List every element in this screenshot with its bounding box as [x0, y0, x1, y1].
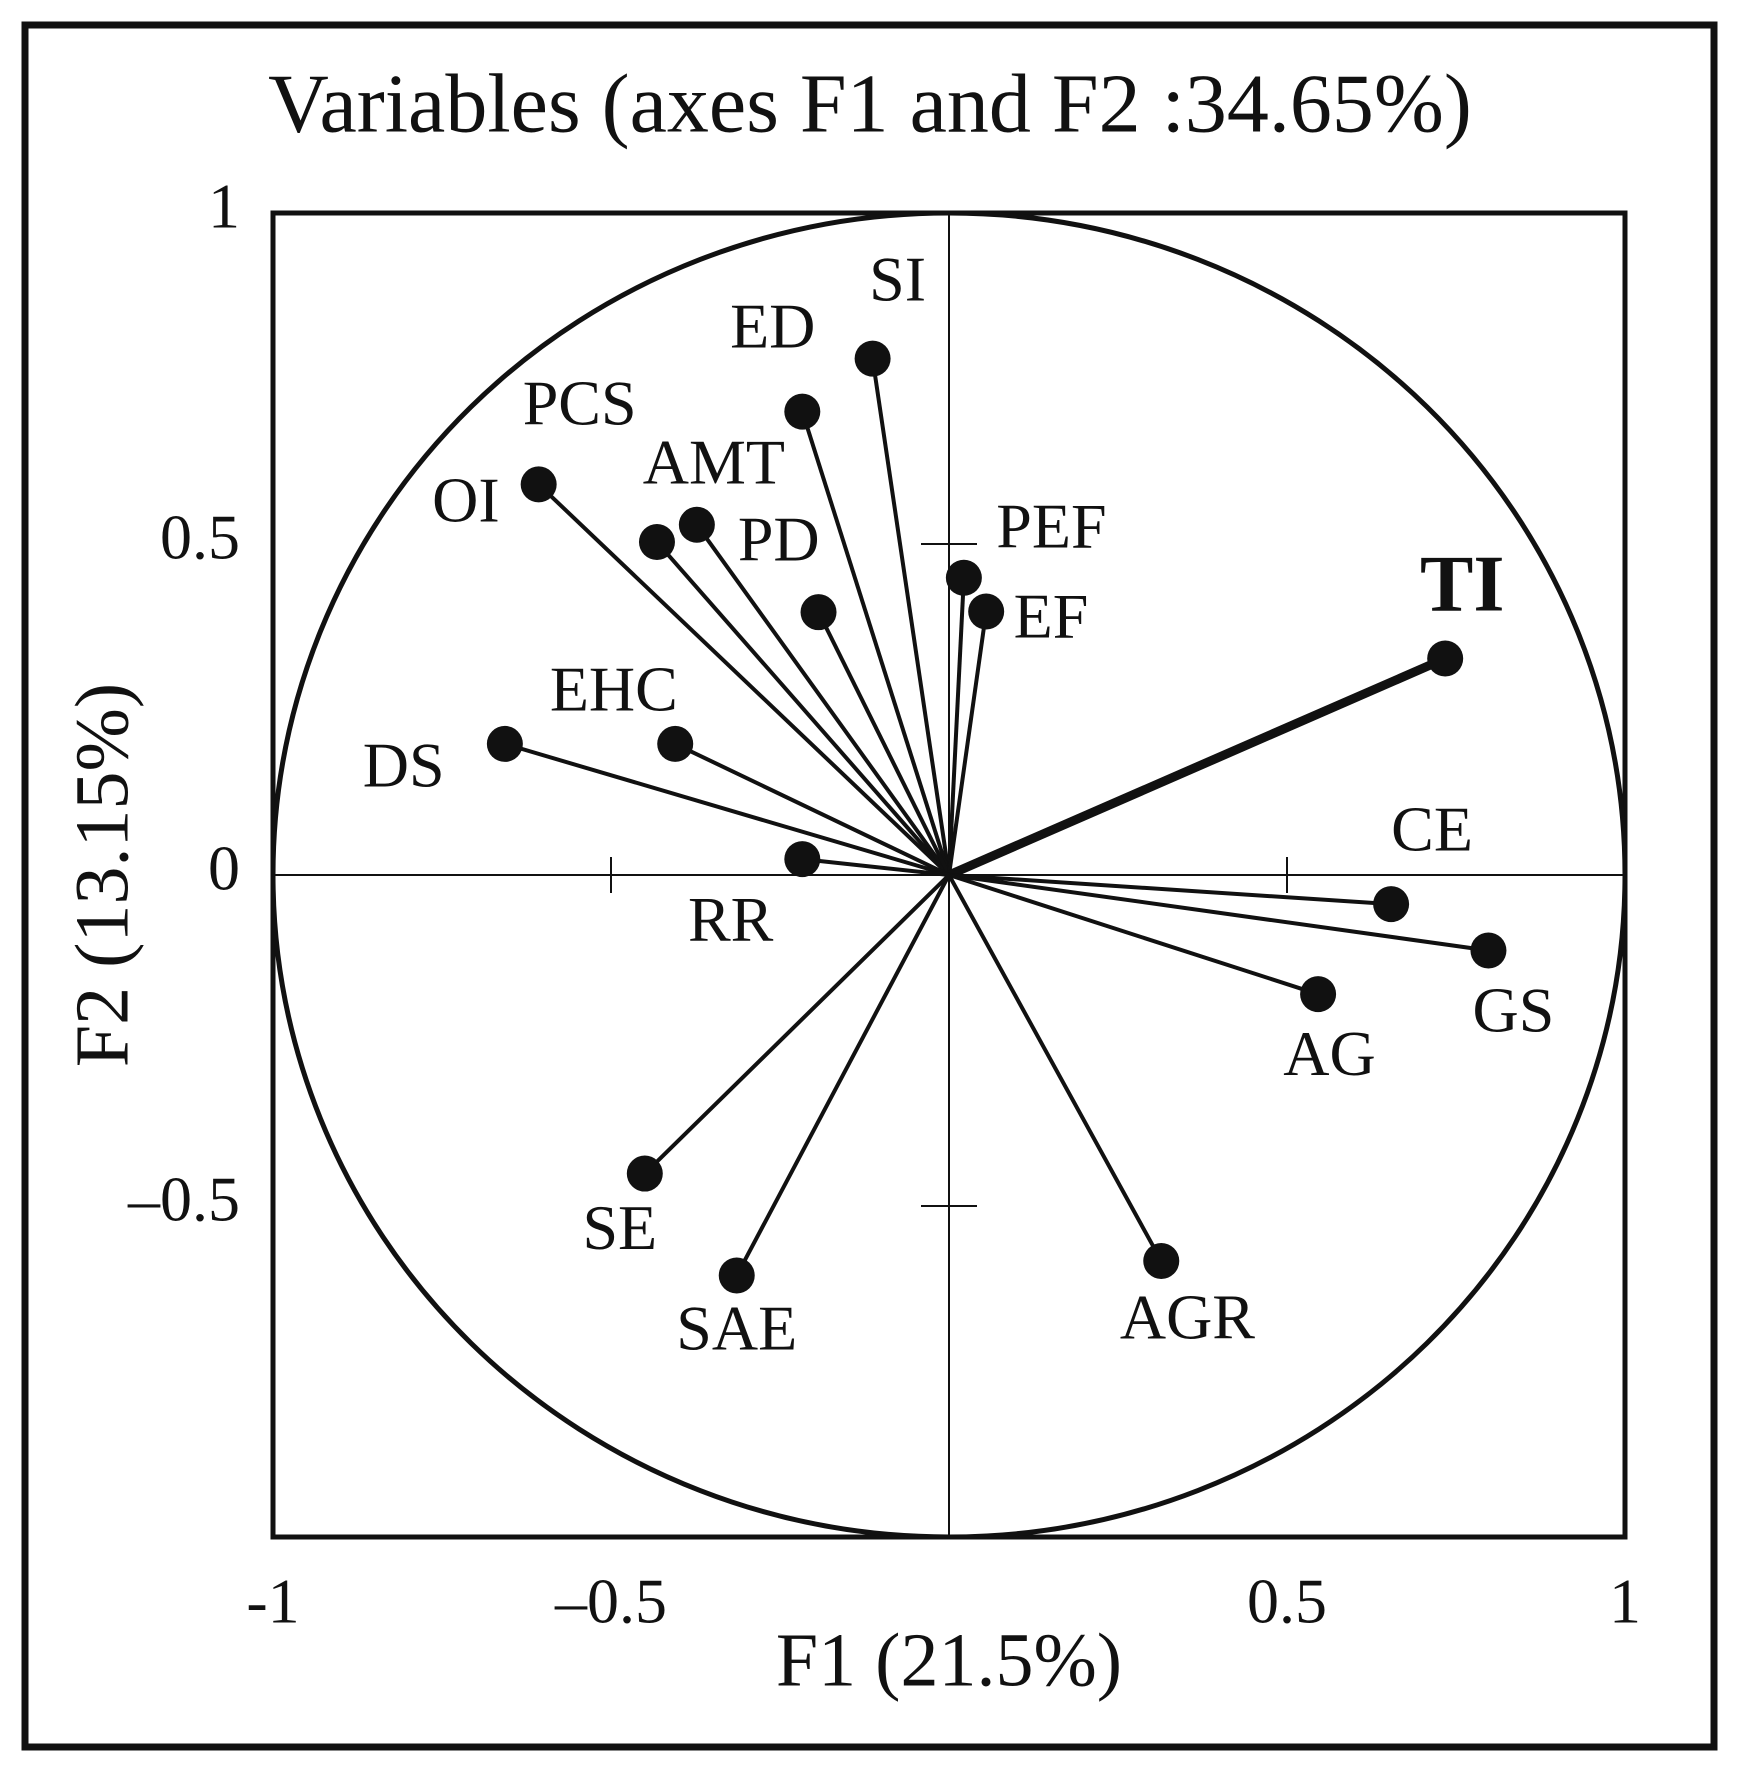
- x-tick-label: –0.5: [554, 1566, 667, 1637]
- point: [1427, 640, 1464, 677]
- point: [800, 594, 837, 631]
- y-tick-label: –0.5: [127, 1164, 240, 1235]
- point-label: EF: [1014, 580, 1089, 651]
- point-label: AGR: [1120, 1281, 1255, 1352]
- point-label: RR: [688, 884, 774, 955]
- point: [968, 593, 1005, 630]
- point-label: AG: [1283, 1018, 1375, 1089]
- loading-vector: [655, 540, 951, 877]
- loading-vector: [537, 482, 951, 877]
- loading-vector: [948, 873, 1392, 907]
- frame: [21, 21, 1718, 1751]
- x-tick-label: 0.5: [1247, 1566, 1327, 1637]
- point-label: PEF: [996, 491, 1106, 562]
- y-tick-label: 0.5: [160, 502, 240, 573]
- x-tick-label: 1: [1609, 1566, 1641, 1637]
- loading-vector: [674, 742, 950, 877]
- point: [657, 725, 694, 762]
- point: [854, 340, 891, 377]
- point: [784, 841, 821, 878]
- point-label: PD: [738, 504, 820, 575]
- y-axis-label: F2 (13.15%): [60, 683, 144, 1067]
- point: [678, 506, 715, 543]
- x-axis-label: F1 (21.5%): [776, 1618, 1122, 1702]
- point: [784, 393, 821, 430]
- point: [1300, 976, 1337, 1013]
- chart-title: Variables (axes F1 and F2 :34.65%): [268, 57, 1472, 150]
- point: [626, 1155, 663, 1192]
- point: [1373, 886, 1410, 923]
- point-label: SI: [869, 243, 926, 314]
- point-label: AMT: [643, 426, 785, 497]
- loading-vector: [816, 611, 951, 876]
- point: [945, 559, 982, 596]
- loading-vector: [504, 742, 950, 877]
- loading-vector: [948, 873, 1319, 997]
- point-label: ED: [730, 291, 815, 362]
- point: [486, 725, 523, 762]
- loading-vector: [643, 873, 951, 1175]
- loading-vector: [947, 577, 966, 876]
- point-label: GS: [1473, 974, 1555, 1045]
- point: [718, 1257, 755, 1294]
- loading-vector: [947, 654, 1447, 880]
- point: [1470, 932, 1507, 969]
- point: [1143, 1242, 1180, 1279]
- point-label: DS: [363, 730, 445, 801]
- point-label: PCS: [523, 367, 637, 438]
- point-label: TI: [1420, 541, 1505, 629]
- loading-vector: [947, 874, 1164, 1262]
- point-label: SE: [582, 1192, 657, 1263]
- point-label: EHC: [550, 653, 678, 724]
- loading-vector: [802, 857, 950, 877]
- loading-vector: [800, 410, 951, 876]
- y-tick-label: 0: [208, 833, 240, 904]
- point-label: CE: [1391, 793, 1473, 864]
- point-label: SAE: [676, 1293, 797, 1364]
- loading-vector: [948, 873, 1489, 953]
- loading-vector: [870, 358, 951, 876]
- point: [638, 524, 675, 561]
- point: [520, 466, 557, 503]
- loading-vector: [734, 874, 951, 1277]
- x-tick-label: -1: [246, 1566, 299, 1637]
- y-tick-label: 1: [208, 171, 240, 242]
- point-label: OI: [432, 465, 500, 536]
- loading-vector: [695, 523, 951, 877]
- loading-vector: [947, 611, 989, 876]
